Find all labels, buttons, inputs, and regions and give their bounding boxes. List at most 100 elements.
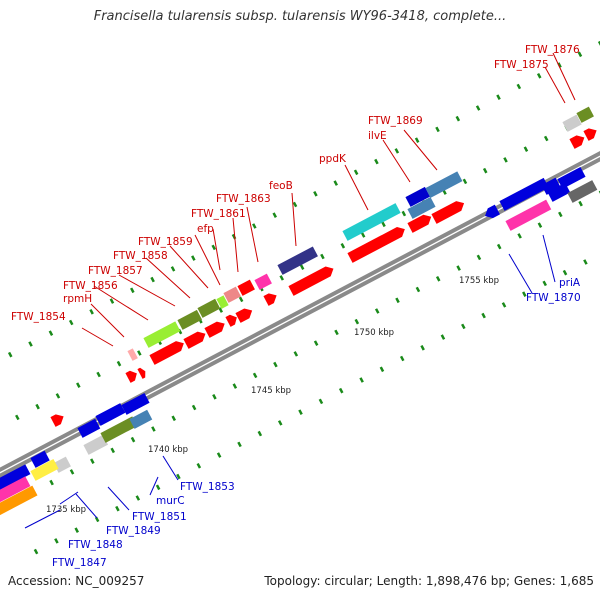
tick-mark <box>435 126 440 133</box>
tick-mark <box>28 341 33 347</box>
genome-summary: Topology: circular; Length: 1,898,476 bp… <box>264 574 594 588</box>
tick-mark <box>293 351 299 357</box>
tick-mark <box>272 212 277 218</box>
tick-mark <box>523 146 529 152</box>
gene-block <box>557 167 586 189</box>
tick-mark <box>115 505 120 512</box>
gene-block <box>407 197 436 219</box>
tick-mark <box>176 473 181 480</box>
gene-arrow <box>50 414 64 427</box>
tick-mark <box>562 269 568 276</box>
tick-mark <box>90 458 95 464</box>
tick-mark <box>130 436 136 443</box>
gene-features <box>0 106 598 516</box>
tick-mark <box>381 221 386 228</box>
gene-label: ppdK <box>319 153 347 165</box>
gene-label: murC <box>156 495 185 507</box>
tick-mark <box>96 371 101 378</box>
tick-mark <box>414 137 420 143</box>
tick-mark <box>252 223 257 229</box>
gene-label: FTW_1875 <box>494 59 549 71</box>
tick-mark <box>455 115 461 122</box>
tick-mark <box>536 72 542 79</box>
tick-mark <box>55 393 61 399</box>
gene-label: FTW_1858 <box>113 250 168 262</box>
gene-label: FTW_1856 <box>63 280 118 292</box>
gene-block <box>77 418 101 438</box>
tick-mark <box>496 94 501 100</box>
tick-mark <box>578 200 583 207</box>
gene-block <box>405 186 431 207</box>
tick-mark <box>110 447 115 454</box>
leader-line <box>162 455 179 481</box>
leader-line <box>508 253 533 294</box>
gene-arrow <box>263 293 277 306</box>
tick-mark <box>7 351 13 358</box>
tick-mark <box>461 323 466 330</box>
tick-mark <box>15 414 20 421</box>
tick-mark <box>360 232 366 238</box>
gene-arrow <box>183 331 206 349</box>
gene-label: FTW_1849 <box>106 525 161 537</box>
gene-block <box>562 114 582 132</box>
tick-mark <box>137 350 142 356</box>
gene-block <box>541 177 561 195</box>
tick-mark <box>69 469 75 475</box>
gene-block <box>121 393 150 415</box>
tick-mark <box>257 430 263 437</box>
gene-label: FTW_1861 <box>191 208 246 220</box>
gene-label: FTW_1876 <box>525 44 580 56</box>
tick-mark <box>135 495 141 501</box>
tick-mark <box>374 158 379 165</box>
scale-labels: 1735 kbp 1740 kbp 1745 kbp 1750 kbp 1755 kbp <box>46 276 499 515</box>
leader-line <box>403 129 438 171</box>
gene-arrow <box>149 341 184 365</box>
tick-mark <box>68 319 74 326</box>
gene-arrow <box>431 201 465 224</box>
leader-line <box>344 164 369 211</box>
tick-mark <box>374 308 380 314</box>
tick-mark <box>462 178 468 185</box>
gene-block <box>342 203 401 241</box>
tick-mark <box>231 233 237 240</box>
gene-arrow <box>225 314 237 327</box>
leader-line <box>24 509 61 529</box>
tick-mark <box>191 255 196 261</box>
gene-block <box>127 348 138 361</box>
tick-mark <box>415 286 421 293</box>
tick-mark <box>399 355 405 362</box>
tick-mark <box>543 135 549 142</box>
tick-mark <box>496 243 502 250</box>
gene-block <box>567 180 598 203</box>
tick-mark <box>333 180 338 186</box>
tick-mark <box>150 276 155 283</box>
tick-mark <box>238 296 244 303</box>
tick-mark <box>94 516 100 523</box>
tick-mark <box>130 287 135 294</box>
tick-mark <box>35 403 40 410</box>
gene-arrow <box>288 266 334 296</box>
tick-mark <box>503 157 508 163</box>
gene-block <box>499 177 549 211</box>
tick-mark <box>155 484 161 491</box>
tick-mark <box>338 387 344 394</box>
tick-mark <box>76 382 81 388</box>
scale-label: 1745 kbp <box>251 386 291 396</box>
gene-block <box>100 416 138 443</box>
tick-mark <box>298 409 303 415</box>
gene-label: FTW_1853 <box>180 481 235 493</box>
tick-mark <box>151 426 156 432</box>
tick-mark <box>420 344 425 351</box>
tick-mark <box>273 361 278 368</box>
gene-block <box>95 403 126 426</box>
gene-block <box>197 298 221 318</box>
leader-line <box>552 52 576 101</box>
tick-mark <box>517 233 522 239</box>
tick-mark <box>170 266 176 272</box>
scale-label: 1750 kbp <box>354 328 394 338</box>
tick-mark <box>196 462 202 469</box>
gene-block <box>254 273 272 290</box>
gene-block <box>576 106 594 123</box>
tick-mark <box>516 83 522 90</box>
